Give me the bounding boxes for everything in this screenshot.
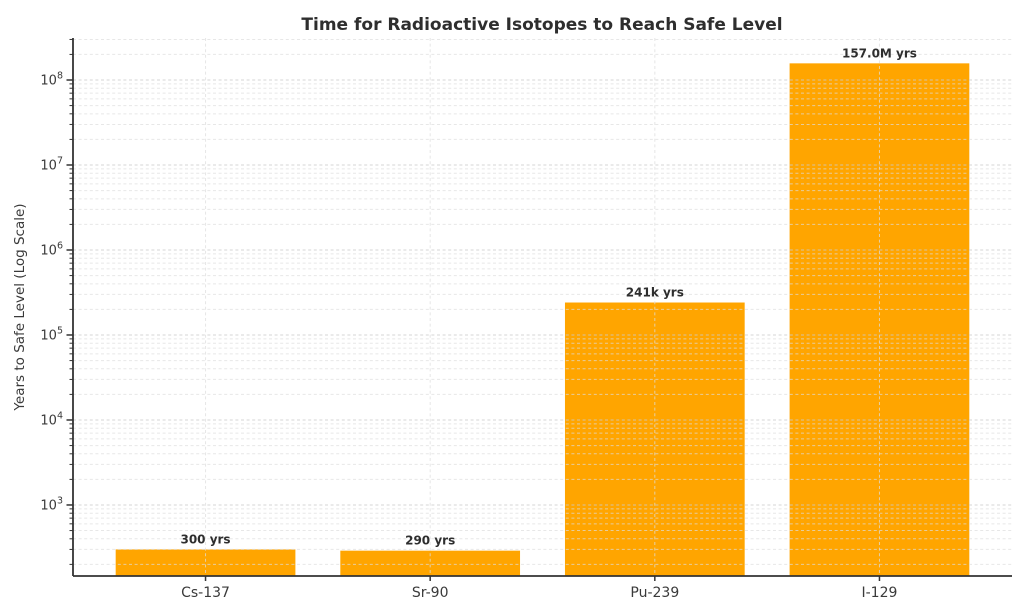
bar-value-label: 290 yrs	[405, 534, 455, 548]
x-tick-label-i-129: I-129	[862, 585, 898, 601]
y-tick-label: 108	[40, 71, 63, 89]
y-tick-label: 103	[40, 495, 63, 513]
y-tick-label: 106	[40, 240, 63, 258]
bar-value-label: 241k yrs	[626, 286, 684, 300]
x-tick-label-cs-137: Cs-137	[181, 585, 230, 601]
bar-value-label: 300 yrs	[180, 532, 230, 546]
x-tick-label-pu-239: Pu-239	[630, 585, 679, 601]
axes-layer	[66, 38, 1012, 581]
y-tick-label: 104	[40, 410, 63, 428]
y-tick-label: 105	[40, 325, 63, 343]
y-axis-title: Years to Safe Level (Log Scale)	[12, 203, 28, 411]
bars-layer	[115, 63, 970, 577]
chart-title: Time for Radioactive Isotopes to Reach S…	[301, 15, 782, 35]
y-tick-label: 107	[40, 155, 63, 173]
gridlines-layer	[73, 38, 1012, 576]
bar-value-label: 157.0M yrs	[842, 46, 917, 60]
x-tick-label-sr-90: Sr-90	[412, 585, 449, 601]
